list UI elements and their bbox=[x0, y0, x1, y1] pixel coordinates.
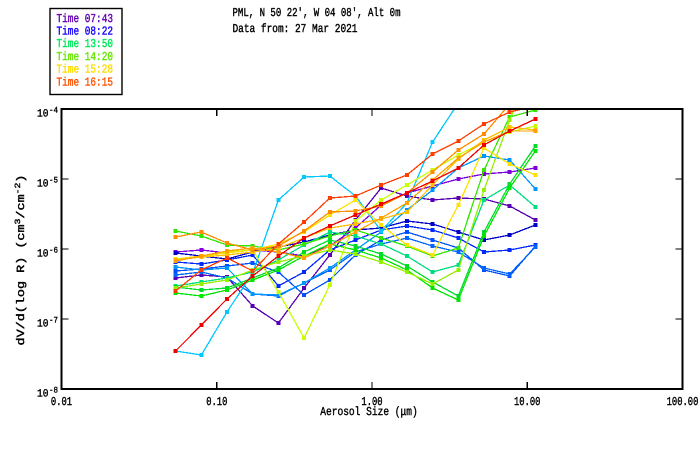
svg-text:-8: -8 bbox=[49, 386, 58, 396]
svg-text:1.00: 1.00 bbox=[361, 395, 382, 409]
svg-text:-6: -6 bbox=[49, 246, 58, 256]
svg-text:Time 15:28: Time 15:28 bbox=[57, 63, 114, 77]
svg-text:Aerosol Size (μm): Aerosol Size (μm) bbox=[320, 405, 418, 419]
svg-text:10: 10 bbox=[37, 249, 49, 261]
svg-text:10: 10 bbox=[37, 179, 49, 191]
svg-text:10: 10 bbox=[37, 319, 49, 331]
svg-text:Time 14:20: Time 14:20 bbox=[57, 50, 114, 64]
svg-text:Time 16:15: Time 16:15 bbox=[57, 75, 114, 89]
svg-text:dV/d(log R) (cm3/cm-2): dV/d(log R) (cm3/cm-2) bbox=[14, 175, 28, 346]
svg-text:0.10: 0.10 bbox=[206, 395, 227, 409]
svg-text:-7: -7 bbox=[49, 316, 58, 326]
svg-text:Time 13:50: Time 13:50 bbox=[57, 37, 114, 51]
svg-text:PML, N 50 22', W 04 08', Alt 0: PML, N 50 22', W 04 08', Alt 0m bbox=[233, 6, 401, 20]
svg-text:Time 07:43: Time 07:43 bbox=[57, 12, 114, 26]
svg-text:10: 10 bbox=[37, 389, 49, 401]
svg-text:100.00: 100.00 bbox=[667, 395, 699, 409]
svg-text:-5: -5 bbox=[49, 176, 58, 186]
svg-text:-4: -4 bbox=[49, 106, 58, 116]
svg-text:Data from: 27 Mar 2021: Data from: 27 Mar 2021 bbox=[233, 22, 358, 36]
svg-text:10: 10 bbox=[37, 109, 49, 121]
svg-text:Time 08:22: Time 08:22 bbox=[57, 25, 114, 39]
svg-text:10.00: 10.00 bbox=[514, 395, 541, 409]
svg-text:0.01: 0.01 bbox=[51, 395, 72, 409]
